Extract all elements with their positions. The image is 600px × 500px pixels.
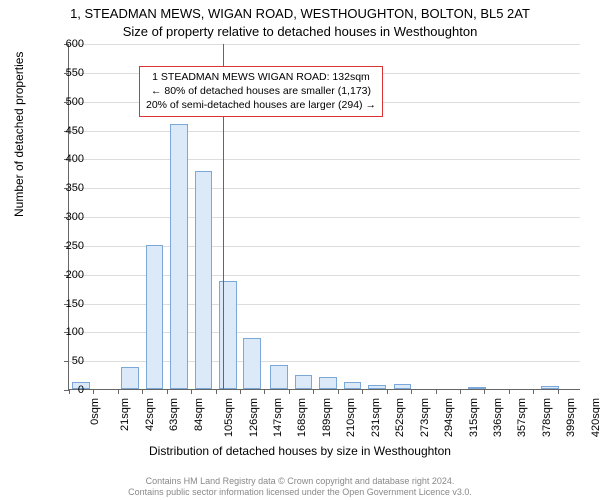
- xtick-mark: [509, 389, 510, 394]
- annotation-line3: 20% of semi-detached houses are larger (…: [146, 98, 376, 112]
- ytick-label: 200: [44, 269, 84, 281]
- histogram-bar: [368, 385, 386, 389]
- xtick-label: 21sqm: [119, 398, 131, 431]
- ytick-label: 550: [44, 67, 84, 79]
- footer-line1: Contains HM Land Registry data © Crown c…: [0, 476, 600, 487]
- xtick-mark: [313, 389, 314, 394]
- xtick-mark: [118, 389, 119, 394]
- gridline: [69, 159, 580, 160]
- xtick-label: 84sqm: [193, 398, 205, 431]
- plot-area: 1 STEADMAN MEWS WIGAN ROAD: 132sqm← 80% …: [68, 44, 580, 390]
- histogram-bar: [195, 171, 213, 389]
- xtick-label: 336sqm: [492, 398, 504, 437]
- ytick-label: 450: [44, 125, 84, 137]
- xtick-mark: [240, 389, 241, 394]
- xtick-mark: [289, 389, 290, 394]
- histogram-bar: [394, 384, 412, 389]
- ytick-label: 250: [44, 240, 84, 252]
- ytick-label: 400: [44, 153, 84, 165]
- xtick-mark: [558, 389, 559, 394]
- xtick-label: 210sqm: [346, 398, 358, 437]
- xtick-label: 294sqm: [443, 398, 455, 437]
- chart-title-line1: 1, STEADMAN MEWS, WIGAN ROAD, WESTHOUGHT…: [0, 6, 600, 21]
- histogram-bar: [344, 382, 362, 389]
- histogram-bar: [146, 245, 164, 389]
- xtick-mark: [362, 389, 363, 394]
- xtick-mark: [338, 389, 339, 394]
- histogram-bar: [270, 365, 288, 389]
- xtick-mark: [387, 389, 388, 394]
- annotation-line1: 1 STEADMAN MEWS WIGAN ROAD: 132sqm: [146, 70, 376, 84]
- xtick-label: 105sqm: [223, 398, 235, 437]
- xtick-mark: [216, 389, 217, 394]
- annotation-box: 1 STEADMAN MEWS WIGAN ROAD: 132sqm← 80% …: [139, 66, 383, 117]
- histogram-bar: [243, 338, 261, 389]
- xtick-label: 147sqm: [272, 398, 284, 437]
- xtick-mark: [411, 389, 412, 394]
- histogram-bar: [121, 367, 139, 389]
- histogram-bar: [319, 377, 337, 389]
- xtick-mark: [484, 389, 485, 394]
- xtick-mark: [142, 389, 143, 394]
- ytick-label: 100: [44, 326, 84, 338]
- xtick-label: 420sqm: [590, 398, 600, 437]
- footer-line2: Contains public sector information licen…: [0, 487, 600, 498]
- gridline: [69, 188, 580, 189]
- xtick-mark: [167, 389, 168, 394]
- annotation-line2: ← 80% of detached houses are smaller (1,…: [146, 84, 376, 98]
- x-axis-label: Distribution of detached houses by size …: [0, 444, 600, 458]
- histogram-bar: [170, 124, 188, 389]
- xtick-label: 0sqm: [89, 398, 101, 425]
- xtick-mark: [264, 389, 265, 394]
- chart-title-line2: Size of property relative to detached ho…: [0, 24, 600, 39]
- xtick-label: 378sqm: [541, 398, 553, 437]
- xtick-mark: [460, 389, 461, 394]
- xtick-label: 399sqm: [565, 398, 577, 437]
- ytick-label: 150: [44, 298, 84, 310]
- xtick-label: 231sqm: [370, 398, 382, 437]
- ytick-label: 600: [44, 38, 84, 50]
- gridline: [69, 217, 580, 218]
- histogram-bar: [541, 386, 559, 389]
- xtick-label: 189sqm: [321, 398, 333, 437]
- footer-attribution: Contains HM Land Registry data © Crown c…: [0, 476, 600, 499]
- xtick-label: 273sqm: [419, 398, 431, 437]
- gridline: [69, 131, 580, 132]
- ytick-label: 350: [44, 182, 84, 194]
- xtick-mark: [436, 389, 437, 394]
- xtick-mark: [533, 389, 534, 394]
- xtick-label: 357sqm: [517, 398, 529, 437]
- xtick-label: 252sqm: [394, 398, 406, 437]
- ytick-label: 50: [44, 355, 84, 367]
- xtick-label: 42sqm: [144, 398, 156, 431]
- xtick-mark: [93, 389, 94, 394]
- histogram-bar: [295, 375, 313, 389]
- ytick-label: 0: [44, 384, 84, 396]
- ytick-label: 300: [44, 211, 84, 223]
- y-axis-label: Number of detached properties: [12, 52, 26, 217]
- gridline: [69, 44, 580, 45]
- xtick-label: 168sqm: [297, 398, 309, 437]
- histogram-bar: [468, 387, 486, 389]
- ytick-label: 500: [44, 96, 84, 108]
- xtick-label: 63sqm: [168, 398, 180, 431]
- xtick-label: 315sqm: [468, 398, 480, 437]
- xtick-label: 126sqm: [248, 398, 260, 437]
- xtick-mark: [191, 389, 192, 394]
